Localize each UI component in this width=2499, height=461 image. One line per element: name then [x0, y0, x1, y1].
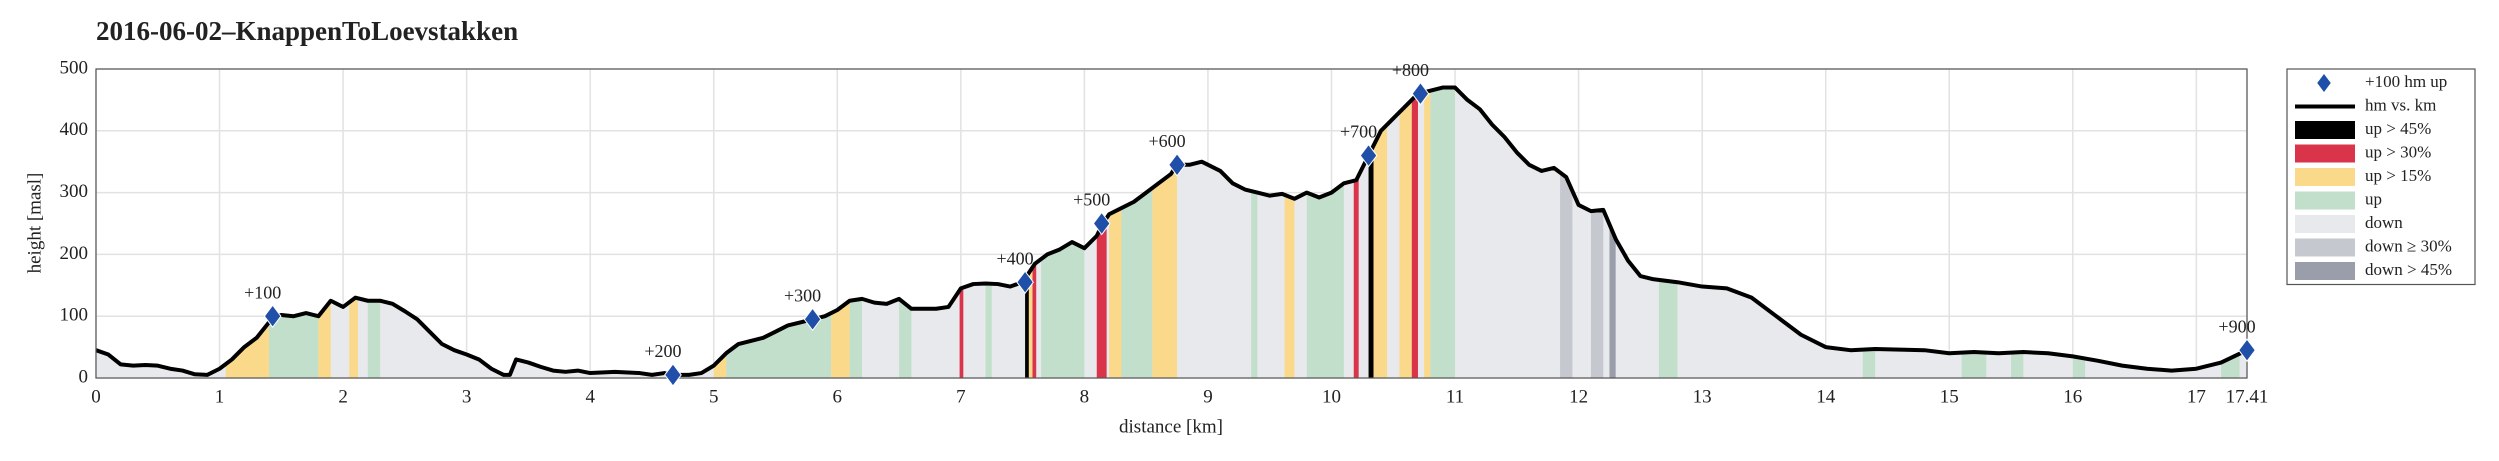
- x-tick-label: 1: [215, 386, 225, 407]
- x-tick-label: 17: [2187, 386, 2206, 407]
- marker-label: +100: [244, 282, 281, 302]
- slope-strip: [713, 87, 727, 378]
- x-tick-label: 15: [1940, 386, 1959, 407]
- marker: [1016, 270, 1034, 295]
- slope-strip: [1041, 87, 1085, 378]
- x-tick-label: 11: [1446, 386, 1464, 407]
- slope-strip: [1025, 87, 1029, 378]
- x-tick-label: 17.41: [2226, 386, 2269, 407]
- x-tick-label: 14: [1816, 386, 1836, 407]
- x-tick-label: 0: [91, 386, 101, 407]
- slope-strip: [1560, 87, 1573, 378]
- marker: [263, 304, 282, 329]
- legend-swatch: [2295, 191, 2355, 210]
- legend-label: up > 30%: [2365, 142, 2431, 161]
- slope-strip: [1424, 87, 1431, 378]
- marker-label: +700: [1340, 122, 1377, 142]
- x-tick-label: 5: [709, 386, 719, 407]
- legend-label: down ≥ 30%: [2365, 236, 2452, 255]
- marker-label: +600: [1148, 131, 1185, 151]
- y-axis-label: height [masl]: [24, 173, 45, 274]
- x-tick-label: 9: [1203, 386, 1213, 407]
- x-tick-label: 10: [1322, 386, 1341, 407]
- slope-strip: [1306, 87, 1344, 378]
- legend-swatch: [2295, 144, 2355, 163]
- slope-strip: [318, 87, 331, 378]
- slope-strip: [349, 87, 358, 378]
- y-tick-label: 500: [60, 57, 89, 78]
- x-tick-label: 12: [1569, 386, 1588, 407]
- slope-strip: [1121, 87, 1153, 378]
- y-tick-label: 400: [60, 119, 89, 140]
- legend-label: up > 15%: [2365, 166, 2431, 185]
- profile-line: [95, 85, 2248, 377]
- legend-swatch: [2295, 215, 2355, 233]
- marker: [1092, 211, 1111, 236]
- marker: [664, 363, 682, 387]
- marker: [2238, 338, 2256, 363]
- legend-swatch: [2295, 168, 2355, 186]
- x-tick-label: 8: [1080, 386, 1090, 407]
- slope-strip: [367, 87, 381, 378]
- slope-strip: [1109, 87, 1122, 378]
- x-tick-label: 16: [2063, 386, 2082, 407]
- marker-label: +300: [784, 285, 821, 305]
- slope-strip: [268, 87, 319, 378]
- slope-strip: [1430, 87, 1456, 378]
- slope-strip: [1590, 87, 1604, 378]
- x-tick-label: 13: [1693, 386, 1712, 407]
- legend-label: up: [2365, 189, 2382, 208]
- marker: [1359, 143, 1378, 168]
- slope-strip: [1961, 87, 1987, 378]
- plot-frame: [95, 68, 2248, 379]
- slope-strip: [849, 87, 863, 378]
- marker: [1168, 152, 1186, 177]
- marker-label: +800: [1392, 60, 1429, 80]
- slope-strip: [2072, 87, 2086, 378]
- slope-strip: [1028, 87, 1033, 378]
- x-tick-label: 7: [956, 386, 966, 407]
- slope-strip: [1368, 87, 1374, 378]
- slope-strip: [985, 87, 992, 378]
- slope-strip: [1251, 87, 1258, 378]
- legend-swatch: [2295, 262, 2355, 280]
- slope-strip: [831, 87, 850, 378]
- slope-strip: [1658, 87, 1678, 378]
- slope-strip: [1411, 87, 1418, 378]
- x-axis-label: distance [km]: [1119, 416, 1223, 437]
- slope-strip: [1862, 87, 1876, 378]
- marker: [1411, 81, 1430, 106]
- y-tick-label: 0: [79, 366, 89, 387]
- legend-swatch: [2295, 121, 2355, 139]
- slope-strip: [1373, 87, 1388, 378]
- marker-label: +200: [644, 341, 681, 361]
- marker: [803, 307, 822, 332]
- marker-label: +400: [997, 248, 1034, 268]
- slope-strip: [899, 87, 912, 378]
- legend-marker: [2317, 74, 2331, 92]
- slope-strip: [1284, 87, 1295, 378]
- x-tick-label: 3: [462, 386, 472, 407]
- x-tick-label: 2: [338, 386, 348, 407]
- slope-strip: [2011, 87, 2024, 378]
- legend-label: down: [2365, 213, 2403, 232]
- x-tick-label: 6: [833, 386, 843, 407]
- y-tick-label: 200: [60, 243, 89, 264]
- y-tick-label: 300: [60, 181, 89, 202]
- slope-strip: [1353, 87, 1359, 378]
- slope-strip: [1032, 87, 1037, 378]
- legend-label: down > 45%: [2365, 260, 2452, 279]
- legend-label: hm vs. km: [2365, 95, 2436, 114]
- legend-label: up > 45%: [2365, 119, 2431, 138]
- slope-strip: [1399, 87, 1412, 378]
- legend-swatch: [2295, 238, 2355, 257]
- x-tick-label: 4: [585, 386, 595, 407]
- slope-strip: [1152, 87, 1178, 378]
- marker-label: +500: [1073, 190, 1110, 210]
- legend-label: +100 hm up: [2365, 72, 2447, 91]
- marker-label: +900: [2218, 316, 2255, 336]
- y-tick-label: 100: [60, 305, 89, 326]
- chart-title: 2016-06-02–KnappenToLoevstakken: [96, 16, 518, 46]
